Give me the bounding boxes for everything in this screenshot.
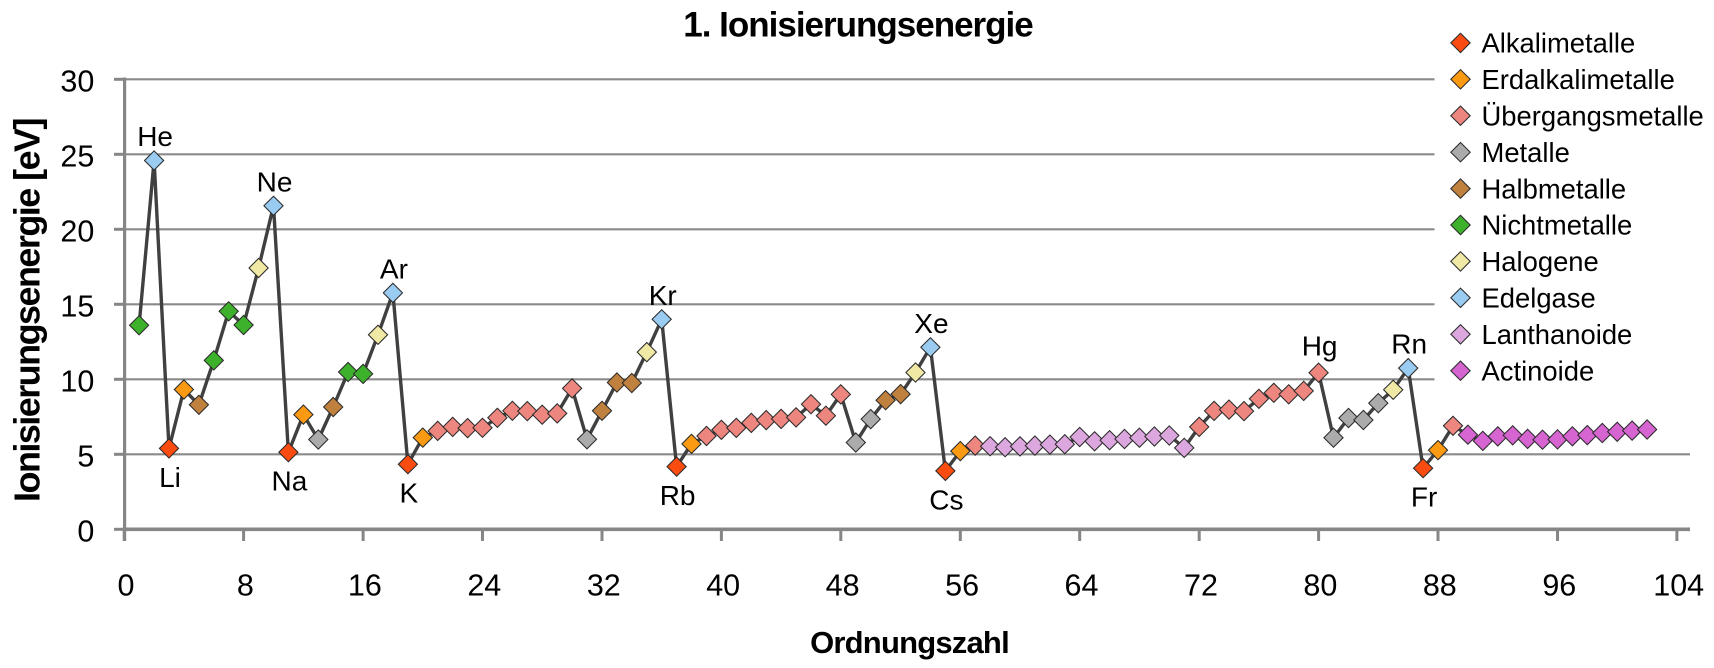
svg-text:96: 96	[1542, 569, 1576, 603]
svg-text:20: 20	[60, 214, 94, 248]
svg-text:5: 5	[77, 439, 94, 473]
svg-text:Xe: Xe	[914, 308, 948, 339]
svg-text:0: 0	[118, 569, 135, 603]
svg-text:Hg: Hg	[1302, 331, 1338, 362]
svg-text:10: 10	[60, 364, 94, 398]
svg-text:Halogene: Halogene	[1482, 246, 1599, 277]
svg-text:56: 56	[945, 569, 979, 603]
svg-text:72: 72	[1184, 569, 1218, 603]
svg-text:0: 0	[77, 514, 94, 548]
svg-text:Ionisierungsenergie [eV]: Ionisierungsenergie [eV]	[7, 119, 48, 502]
svg-text:Ordnungszahl: Ordnungszahl	[810, 625, 1009, 660]
svg-text:Lanthanoide: Lanthanoide	[1482, 319, 1633, 350]
svg-text:32: 32	[587, 569, 621, 603]
svg-text:Fr: Fr	[1411, 482, 1437, 513]
svg-text:Na: Na	[272, 466, 308, 497]
svg-text:88: 88	[1423, 569, 1457, 603]
svg-text:1. Ionisierungsenergie: 1. Ionisierungsenergie	[683, 6, 1033, 45]
svg-text:Alkalimetalle: Alkalimetalle	[1482, 28, 1636, 59]
svg-text:Cs: Cs	[929, 484, 963, 515]
svg-text:24: 24	[467, 569, 501, 603]
svg-text:25: 25	[60, 139, 94, 173]
svg-text:He: He	[137, 121, 173, 152]
svg-text:104: 104	[1653, 569, 1704, 603]
svg-text:Edelgase: Edelgase	[1482, 283, 1596, 314]
svg-text:64: 64	[1065, 569, 1099, 603]
svg-text:Rn: Rn	[1391, 329, 1427, 360]
svg-text:Ar: Ar	[380, 253, 408, 284]
svg-text:48: 48	[826, 569, 860, 603]
svg-text:Halbmetalle: Halbmetalle	[1482, 173, 1627, 204]
svg-text:40: 40	[706, 569, 740, 603]
svg-text:Erdalkalimetalle: Erdalkalimetalle	[1482, 64, 1675, 95]
svg-text:16: 16	[348, 569, 382, 603]
svg-text:Übergangsmetalle: Übergangsmetalle	[1482, 100, 1704, 131]
svg-text:Nichtmetalle: Nichtmetalle	[1482, 210, 1633, 241]
svg-text:8: 8	[237, 569, 254, 603]
svg-text:Ne: Ne	[257, 166, 293, 197]
svg-text:K: K	[400, 478, 419, 509]
svg-text:Li: Li	[159, 462, 181, 493]
svg-text:Rb: Rb	[660, 480, 696, 511]
svg-text:Actinoide: Actinoide	[1482, 355, 1595, 386]
svg-text:80: 80	[1303, 569, 1337, 603]
svg-text:Metalle: Metalle	[1482, 137, 1570, 168]
svg-text:15: 15	[60, 289, 94, 323]
svg-text:Kr: Kr	[649, 280, 677, 311]
svg-text:30: 30	[60, 64, 94, 98]
